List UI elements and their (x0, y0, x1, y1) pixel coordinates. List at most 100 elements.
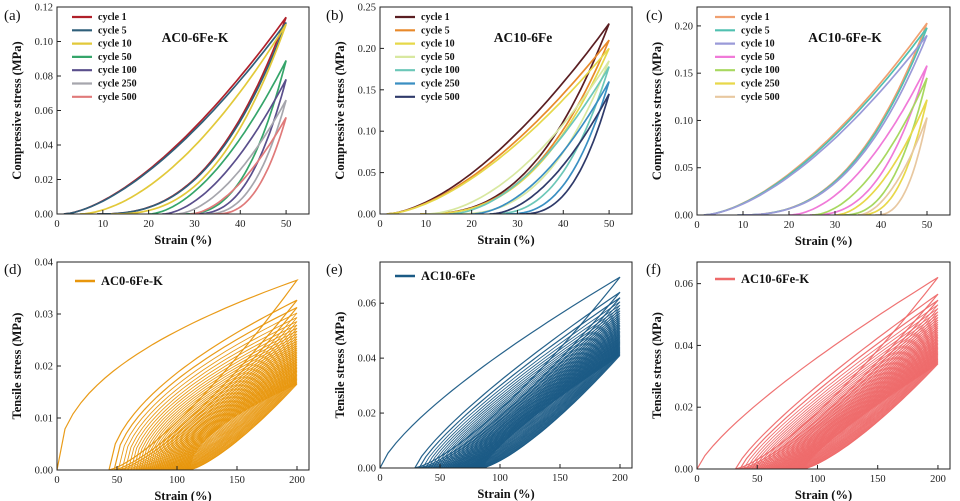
legend-label: cycle 1 (741, 12, 770, 23)
series-line-cycle-250 (471, 81, 610, 214)
plot-frame (379, 6, 633, 215)
legend-label: cycle 1 (421, 12, 450, 23)
panel-label: (c) (646, 8, 663, 24)
x-tick-label: 100 (169, 475, 185, 486)
loop-line (127, 324, 298, 470)
y-tick-label: 0.00 (675, 211, 693, 222)
y-axis-label: Compressive stress (MPa) (333, 41, 347, 179)
panel-title: AC10-6Fe-K (808, 30, 882, 45)
loop-line (173, 370, 298, 470)
loop-line (799, 360, 939, 469)
series-line-cycle-50 (425, 60, 610, 214)
plot-area (386, 23, 610, 214)
panel-c: 0 10 20 30 40 50 0.00 0.05 0.10 0.15 0.20 Strain (%… (646, 6, 951, 248)
loop-line (165, 363, 298, 470)
x-tick-label: 20 (784, 220, 795, 231)
legend-label: cycle 500 (741, 92, 780, 103)
x-tick-label: 150 (229, 475, 245, 486)
panel-title: AC10-6Fe (494, 30, 552, 45)
legend-label: cycle 100 (741, 65, 780, 76)
loop-line (167, 364, 298, 470)
x-axis-label: Strain (%) (795, 488, 852, 501)
series-line-cycle-100 (811, 77, 928, 215)
loop-line (158, 356, 298, 470)
loop-line (473, 348, 621, 468)
y-tick-label: 0.25 (358, 3, 376, 14)
y-tick-label: 0.04 (675, 341, 694, 352)
legend-label: cycle 5 (421, 25, 450, 36)
loop-line (475, 350, 621, 468)
x-tick-label: 10 (421, 219, 432, 230)
y-axis-label: Tensile stress (MPa) (333, 312, 347, 419)
panel-title: AC0-6Fe-K (162, 30, 229, 45)
plot-area (380, 276, 621, 468)
y-axis-label: Tensile stress (MPa) (10, 313, 24, 420)
legend-label: cycle 250 (741, 79, 780, 90)
series-line-cycle-100 (162, 79, 287, 214)
loop-line (455, 333, 621, 468)
loop-line (459, 337, 621, 468)
loop-line (461, 338, 621, 468)
loop-line (800, 361, 939, 469)
x-tick-label: 50 (435, 473, 446, 484)
y-tick-label: 0.06 (35, 106, 53, 117)
y-tick-label: 0.05 (358, 168, 376, 179)
loop-line (468, 344, 621, 468)
loop-line (474, 349, 621, 468)
panel-label: (e) (326, 262, 343, 278)
loop-line (138, 336, 298, 470)
x-tick-label: 150 (870, 474, 886, 485)
loop-line (476, 351, 621, 468)
y-tick-label: 0.01 (35, 414, 53, 425)
x-tick-label: 150 (552, 473, 568, 484)
y-axis-label: Compressive stress (MPa) (10, 41, 24, 179)
series-line-cycle-50 (788, 65, 928, 215)
x-tick-label: 50 (752, 474, 763, 485)
legend-label: AC0-6Fe-K (101, 274, 163, 288)
loop-line (185, 381, 298, 470)
x-tick-label: 20 (466, 219, 477, 230)
series-line-cycle-500 (189, 116, 287, 214)
legend-label: cycle 10 (741, 39, 775, 50)
y-tick-label: 0.03 (35, 310, 53, 321)
loop-line (777, 341, 939, 469)
loop-line (453, 332, 621, 468)
loop-line (176, 373, 298, 470)
plot-area (63, 16, 287, 214)
x-tick-label: 0 (54, 219, 59, 230)
loop-line (790, 352, 939, 469)
loop-line (121, 317, 298, 470)
y-tick-label: 0.10 (35, 37, 53, 48)
plot-frame (696, 261, 951, 470)
y-axis-label: Tensile stress (MPa) (650, 312, 664, 419)
loop-line (470, 346, 621, 468)
x-axis-label: Strain (%) (477, 487, 534, 501)
y-tick-label: 0.08 (35, 72, 53, 83)
plot-frame (696, 6, 951, 216)
series-line-cycle-10 (386, 47, 610, 214)
legend-label: cycle 1 (98, 12, 127, 23)
loop-line (458, 336, 621, 468)
x-tick-label: 0 (694, 474, 699, 485)
x-tick-label: 40 (235, 219, 246, 230)
loop-line (779, 342, 939, 469)
y-tick-label: 0.00 (35, 210, 53, 221)
y-tick-label: 0.02 (675, 403, 693, 414)
x-tick-label: 100 (492, 473, 508, 484)
panel-label: (a) (4, 8, 21, 24)
legend-label: AC10-6Fe (421, 269, 476, 283)
loop-line (181, 377, 298, 470)
loop-line (462, 339, 621, 468)
loop-line (786, 349, 939, 469)
panel-d: 0 50 100 150 200 0.00 0.01 0.02 0.03 0.04 Strain (… (4, 258, 310, 501)
legend-label: AC10-6Fe-K (741, 272, 809, 286)
x-tick-label: 30 (189, 219, 200, 230)
loop-line (479, 353, 621, 468)
loop-line (784, 347, 939, 469)
x-axis-label: Strain (%) (795, 234, 852, 248)
y-tick-label: 0.20 (358, 44, 376, 55)
loop-line (466, 343, 621, 468)
x-tick-label: 20 (143, 219, 154, 230)
legend-label: cycle 5 (98, 25, 127, 36)
legend-label: cycle 250 (98, 79, 137, 90)
